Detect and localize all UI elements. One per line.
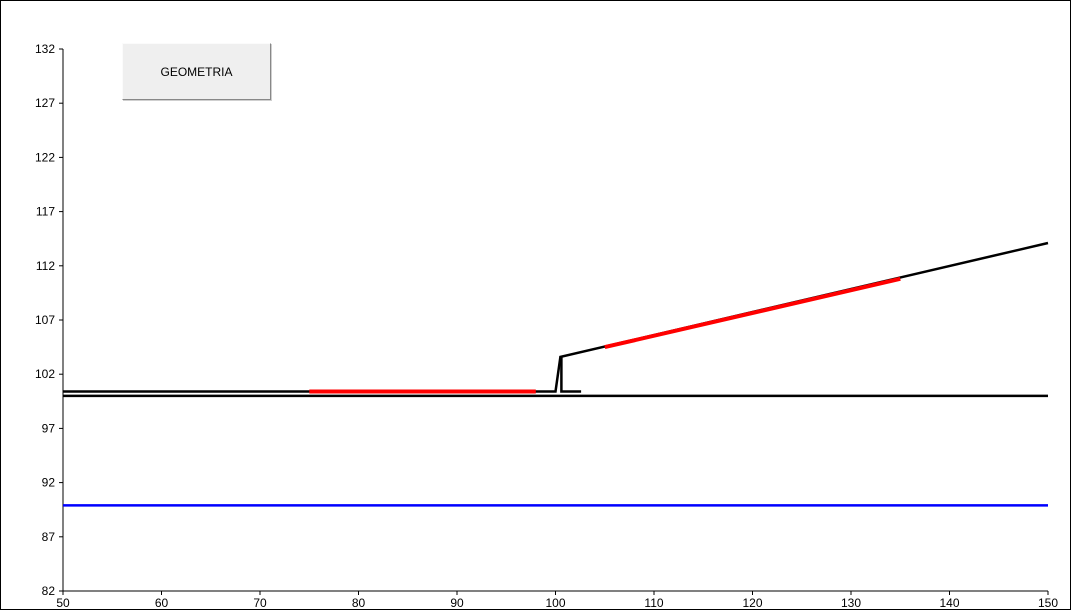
y-tick-label: 122	[35, 150, 55, 164]
y-tick-label: 107	[35, 313, 55, 327]
series-line-1	[63, 241, 1049, 393]
series-layer	[63, 241, 1049, 507]
y-tick-label: 112	[36, 259, 55, 273]
y-tick-label: 102	[35, 367, 55, 381]
series-line-5	[604, 276, 901, 350]
geometria-button[interactable]: GEOMETRIA	[122, 43, 271, 100]
y-tick-label: 97	[42, 421, 56, 435]
y-tick-label: 127	[35, 96, 55, 110]
axes	[62, 49, 1048, 592]
x-tick-label: 120	[742, 596, 762, 609]
x-tick-label: 80	[352, 596, 366, 609]
series-line-2	[560, 356, 582, 393]
y-tick-label: 117	[36, 205, 55, 219]
ticks-layer: 82 87 92 97 102 107 112 117 122 127 132 50 60 70 80 90 1…	[35, 42, 1058, 609]
x-tick-label: 140	[939, 596, 959, 609]
y-tick-label: 87	[42, 530, 56, 544]
x-tick-label: 110	[644, 596, 663, 609]
x-tick-label: 70	[253, 596, 267, 609]
x-tick-label: 50	[56, 596, 70, 609]
y-tick-label: 132	[35, 42, 55, 56]
x-tick-label: 100	[545, 596, 565, 609]
x-tick-label: 130	[841, 596, 861, 609]
x-tick-label: 60	[155, 596, 169, 609]
x-tick-label: 150	[1038, 596, 1058, 609]
x-tick-label: 90	[450, 596, 464, 609]
y-tick-label: 92	[42, 476, 56, 490]
y-tick-label: 82	[42, 584, 56, 598]
